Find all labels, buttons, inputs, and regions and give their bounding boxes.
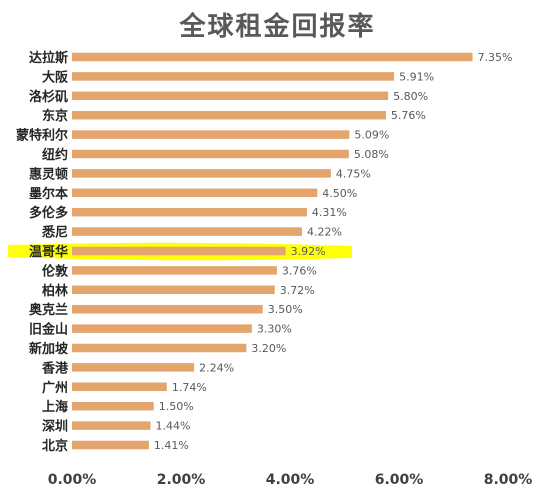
bar [72, 285, 275, 295]
bar [72, 343, 247, 353]
x-tick-label: 0.00% [48, 472, 97, 488]
category-label: 柏林 [42, 283, 68, 299]
category-label: 达拉斯 [29, 50, 68, 66]
chart-title: 全球租金回报率 [179, 12, 376, 42]
value-label: 1.74% [172, 381, 207, 394]
category-label: 奥克兰 [29, 302, 68, 318]
value-label: 3.76% [282, 264, 317, 277]
value-label: 3.92% [291, 245, 326, 258]
bar [72, 227, 302, 236]
x-tick-label: 8.00% [484, 472, 533, 488]
category-label: 伦敦 [42, 263, 69, 279]
value-label: 1.50% [159, 400, 194, 413]
value-label: 4.31% [312, 206, 347, 219]
bar [72, 52, 473, 62]
value-label: 5.76% [391, 109, 426, 122]
category-label: 大阪 [42, 69, 69, 85]
bar [72, 304, 263, 314]
category-label: 东京 [42, 108, 68, 124]
value-label: 1.44% [155, 420, 190, 433]
category-label: 墨尔本 [29, 186, 68, 202]
category-label: 多伦多 [29, 205, 68, 221]
category-label: 温哥华 [29, 244, 68, 260]
bar [72, 110, 386, 120]
bar [72, 72, 395, 81]
value-label: 3.50% [268, 303, 303, 316]
value-label: 2.24% [199, 361, 234, 374]
category-label: 上海 [42, 399, 68, 415]
value-label: 5.91% [399, 70, 434, 83]
category-label: 新加坡 [29, 341, 69, 357]
x-tick-label: 2.00% [157, 472, 206, 488]
category-label: 旧金山 [29, 322, 68, 338]
bar [72, 91, 389, 101]
bar [72, 130, 350, 139]
value-label: 5.80% [393, 90, 428, 103]
value-label: 4.75% [336, 167, 371, 180]
value-label: 3.30% [257, 323, 292, 336]
bar [72, 149, 349, 159]
bar [72, 207, 307, 217]
category-label: 广州 [42, 380, 68, 396]
x-tick-label: 4.00% [266, 472, 315, 488]
value-label: 4.22% [307, 226, 342, 239]
category-label: 北京 [42, 438, 68, 454]
value-label: 5.09% [354, 129, 389, 142]
bar [72, 169, 331, 178]
x-tick-label: 6.00% [375, 472, 424, 488]
category-label: 蒙特利尔 [16, 128, 68, 144]
bar [72, 421, 151, 430]
value-label: 4.50% [322, 187, 357, 200]
bar [72, 382, 167, 392]
value-label: 3.72% [280, 284, 315, 297]
bar [72, 188, 318, 198]
category-label: 香港 [41, 360, 69, 376]
value-label: 1.41% [154, 439, 189, 452]
category-label: 纽约 [42, 147, 68, 163]
bar [72, 246, 286, 256]
category-label: 深圳 [42, 419, 68, 435]
category-label: 洛杉矶 [29, 89, 68, 105]
bar [72, 266, 277, 275]
bar [72, 401, 154, 411]
value-label: 3.20% [251, 342, 286, 355]
category-label: 惠灵顿 [29, 166, 68, 182]
category-label: 悉尼 [41, 225, 68, 241]
value-label: 5.08% [354, 148, 389, 161]
bar [72, 324, 252, 333]
bar [72, 363, 195, 372]
bar [72, 440, 149, 450]
value-label: 7.35% [478, 51, 513, 64]
